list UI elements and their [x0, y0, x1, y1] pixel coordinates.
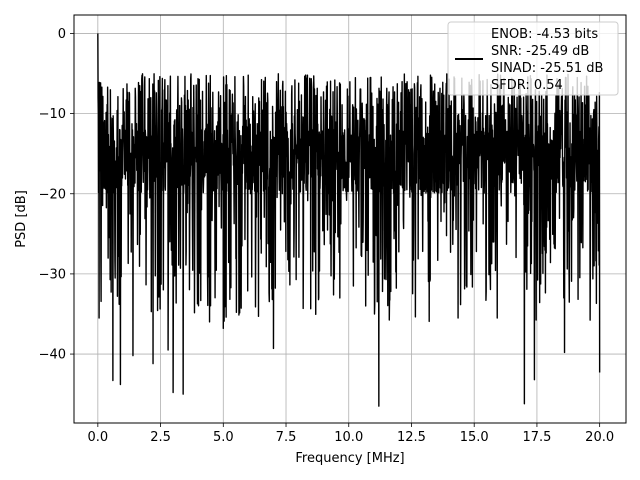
x-tick-label: 20.0 [585, 430, 614, 445]
legend-line-1: ENOB: -4.53 bits [491, 27, 598, 42]
plot-frame [73, 14, 627, 424]
legend-box [447, 21, 619, 96]
series-layer [97, 33, 601, 407]
legend-line-3: SINAD: -25.51 dB [491, 61, 603, 76]
y-tick-label: 0 [58, 27, 66, 42]
x-tick-label: 15.0 [460, 430, 489, 445]
x-tick-label: 0.0 [87, 430, 108, 445]
y-axis-label: PSD [dB] [14, 190, 29, 248]
legend-line-2: SNR: -25.49 dB [491, 44, 589, 59]
x-tick-label: 2.5 [150, 430, 171, 445]
y-axis-ticks: 0 −10 −20 −30 −40 [39, 27, 74, 363]
x-axis-label: Frequency [MHz] [295, 451, 404, 466]
legend-line-4: SFDR: 0.54 [491, 78, 563, 93]
psd-series-line [97, 33, 601, 407]
y-tick-label: −20 [39, 187, 66, 202]
y-tick-label: −30 [39, 267, 66, 282]
legend: ENOB: -4.53 bits SNR: -25.49 dB SINAD: -… [447, 21, 619, 96]
y-tick-label: −10 [39, 107, 66, 122]
x-tick-label: 12.5 [397, 430, 426, 445]
x-tick-label: 10.0 [334, 430, 363, 445]
x-tick-label: 7.5 [276, 430, 297, 445]
x-tick-label: 17.5 [522, 430, 551, 445]
y-tick-label: −40 [39, 348, 66, 363]
x-tick-label: 5.0 [213, 430, 234, 445]
x-axis-ticks: 0.0 2.5 5.0 7.5 10.0 12.5 15.0 17.5 20.0 [87, 423, 614, 445]
